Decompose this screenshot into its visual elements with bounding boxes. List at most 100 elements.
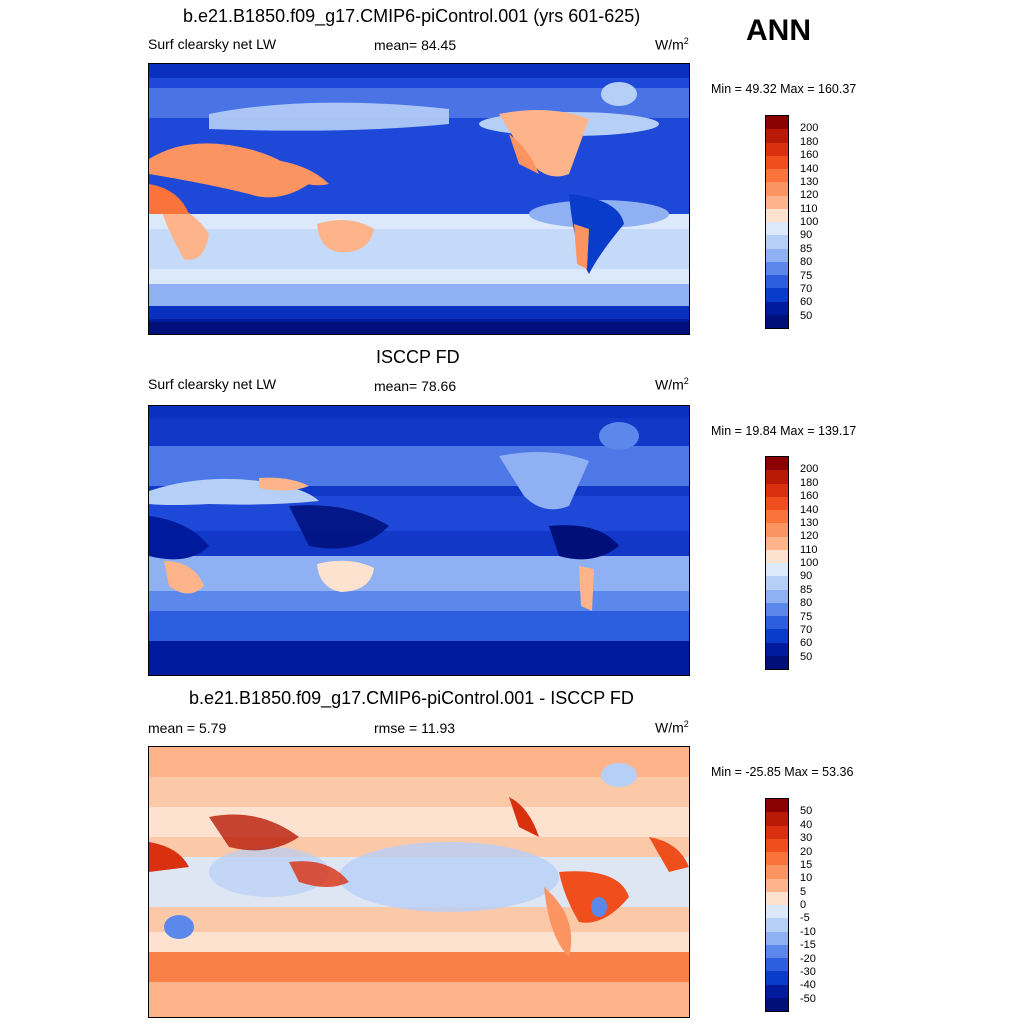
colorbar-swatch <box>766 865 788 879</box>
panel3-cb-tick: -10 <box>800 925 816 938</box>
panel1-title: b.e21.B1850.f09_g17.CMIP6-piControl.001 … <box>183 6 641 26</box>
panel1-cb-tick: 85 <box>800 242 813 255</box>
colorbar-swatch <box>766 301 788 315</box>
panel2-cb-tick: 75 <box>800 610 813 623</box>
panel2-cb-tick: 85 <box>800 583 813 596</box>
panel1-minmax: Min = 49.32 Max = 160.37 <box>711 82 857 96</box>
colorbar-swatch <box>766 878 788 892</box>
colorbar-swatch <box>766 116 788 130</box>
panel3-cb-tick: -40 <box>800 979 816 992</box>
colorbar-swatch <box>766 169 788 183</box>
panel3-minmax: Min = -25.85 Max = 53.36 <box>711 765 854 779</box>
panel2-title: ISCCP FD <box>376 347 460 367</box>
panel2-cb-tick: 80 <box>800 597 813 610</box>
panel1-map <box>148 63 690 335</box>
panel3-cb-tick: 30 <box>800 832 813 845</box>
panel2-cb-tick: 140 <box>800 503 819 516</box>
colorbar-swatch <box>766 235 788 249</box>
panel3-map-svg <box>149 747 689 1017</box>
panel3-cb-tick: 5 <box>800 885 807 898</box>
colorbar-swatch <box>766 931 788 945</box>
panel1-cb-tick: 60 <box>800 296 813 309</box>
colorbar-swatch <box>766 799 788 813</box>
panel3-cb-tick: 40 <box>800 818 813 831</box>
panel2-mean-label: mean= 78.66 <box>374 378 457 394</box>
colorbar-swatch <box>766 129 788 143</box>
colorbar-swatch <box>766 549 788 563</box>
panel2-cb-tick: 70 <box>800 623 813 636</box>
colorbar-swatch <box>766 288 788 302</box>
colorbar-swatch <box>766 589 788 603</box>
colorbar-swatch <box>766 602 788 616</box>
panel1-cb-tick: 160 <box>800 149 819 162</box>
colorbar-swatch <box>766 314 788 328</box>
panel1-cb-tick: 120 <box>800 189 819 202</box>
colorbar-swatch <box>766 812 788 826</box>
colorbar-swatch <box>766 576 788 590</box>
panel3-rmse-label: rmse = 11.93 <box>374 720 456 736</box>
colorbar-swatch <box>766 891 788 905</box>
colorbar-swatch <box>766 222 788 236</box>
colorbar-swatch <box>766 536 788 550</box>
panel3-cb-tick: 15 <box>800 858 813 871</box>
panel1-map-svg <box>149 64 689 334</box>
panel3-cb-tick: -50 <box>800 992 816 1005</box>
colorbar-swatch <box>766 208 788 222</box>
colorbar-swatch <box>766 825 788 839</box>
panel3-cb-tick: -15 <box>800 939 816 952</box>
panel3-colorbar <box>765 798 789 1012</box>
panel2-variable-label: Surf clearsky net LW <box>148 376 277 392</box>
colorbar-swatch <box>766 918 788 932</box>
panel1-cb-tick: 100 <box>800 216 819 228</box>
panel1-cb-tick: 75 <box>800 269 813 282</box>
panel2-units: W/m2 <box>655 376 689 393</box>
season-label: ANN <box>746 14 811 47</box>
panel3-cb-tick: -30 <box>800 965 816 978</box>
colorbar-swatch <box>766 496 788 510</box>
panel1-colorbar <box>765 115 789 329</box>
panel1-variable-label: Surf clearsky net LW <box>148 36 277 52</box>
panel1-cb-tick: 200 <box>800 122 819 135</box>
panel2-cb-tick: 130 <box>800 516 819 529</box>
panel3-cb-tick: 50 <box>800 805 813 818</box>
colorbar-swatch <box>766 483 788 497</box>
colorbar-swatch <box>766 261 788 275</box>
panel3-cb-tick: 20 <box>800 845 813 858</box>
panel1-cb-tick: 110 <box>800 202 818 215</box>
colorbar-swatch <box>766 155 788 169</box>
colorbar-swatch <box>766 642 788 656</box>
colorbar-swatch <box>766 142 788 156</box>
colorbar-swatch <box>766 655 788 669</box>
colorbar-swatch <box>766 616 788 630</box>
panel3-cb-tick: -5 <box>800 912 810 925</box>
panel3-units: W/m2 <box>655 719 689 736</box>
panel2-cb-tick: 120 <box>800 530 819 543</box>
colorbar-swatch <box>766 510 788 524</box>
panel3-mean-label: mean = 5.79 <box>148 720 227 736</box>
panel2-colorbar <box>765 456 789 670</box>
panel1-cb-tick: 130 <box>800 175 819 188</box>
panel2-cb-tick: 50 <box>800 650 813 663</box>
panel2-map <box>148 405 690 676</box>
panel3-title: b.e21.B1850.f09_g17.CMIP6-piControl.001 … <box>189 688 634 708</box>
panel2-cb-tick: 60 <box>800 637 813 650</box>
panel3-cb-tick: 10 <box>800 872 813 885</box>
colorbar-swatch <box>766 997 788 1011</box>
panel3-map <box>148 746 690 1018</box>
panel3-cb-tick: 0 <box>800 899 807 911</box>
colorbar-swatch <box>766 905 788 919</box>
panel1-cb-tick: 140 <box>800 162 819 175</box>
colorbar-swatch <box>766 958 788 972</box>
panel1-cb-tick: 180 <box>800 135 819 148</box>
colorbar-swatch <box>766 984 788 998</box>
panel1-cb-tick: 80 <box>800 256 813 269</box>
panel3-cb-tick: -20 <box>800 952 816 965</box>
colorbar-swatch <box>766 195 788 209</box>
colorbar-swatch <box>766 838 788 852</box>
panel2-cb-tick: 160 <box>800 490 819 503</box>
colorbar-swatch <box>766 470 788 484</box>
colorbar-swatch <box>766 275 788 289</box>
panel1-cb-tick: 50 <box>800 309 813 322</box>
colorbar-swatch <box>766 563 788 577</box>
panel2-cb-tick: 90 <box>800 570 813 583</box>
